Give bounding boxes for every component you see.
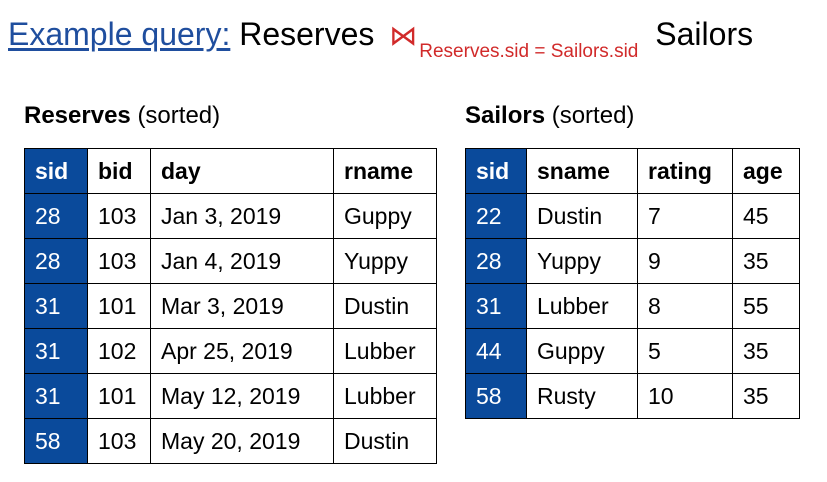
cell-rname: Lubber: [333, 373, 437, 419]
example-query-link[interactable]: Example query:: [8, 16, 231, 52]
cell-sname: Rusty: [526, 373, 638, 419]
cell-rname: Lubber: [333, 328, 437, 374]
column-header-sid: sid: [24, 148, 88, 194]
column-header-age: age: [732, 148, 800, 194]
join-icon: ⋈: [389, 20, 418, 51]
table-row: 22 Dustin 7 45: [465, 193, 800, 239]
column-header-sname: sname: [526, 148, 638, 194]
table-row: 31 101 Mar 3, 2019 Dustin: [24, 283, 437, 329]
cell-bid: 103: [87, 193, 151, 239]
cell-age: 55: [732, 283, 800, 329]
cell-sname: Yuppy: [526, 238, 638, 284]
cell-sid: 31: [24, 328, 88, 374]
table-row: 28 Yuppy 9 35: [465, 238, 800, 284]
cell-age: 35: [732, 238, 800, 284]
column-header-sid: sid: [465, 148, 527, 194]
cell-sid: 28: [465, 238, 527, 284]
reserves-caption: Reserves (sorted): [24, 100, 220, 132]
cell-rname: Dustin: [333, 283, 437, 329]
table-row: 44 Guppy 5 35: [465, 328, 800, 374]
cell-day: Jan 3, 2019: [150, 193, 334, 239]
table-row: 58 103 May 20, 2019 Dustin: [24, 418, 437, 464]
cell-sname: Guppy: [526, 328, 638, 374]
cell-day: May 12, 2019: [150, 373, 334, 419]
cell-rating: 10: [637, 373, 733, 419]
cell-bid: 103: [87, 238, 151, 284]
table-row: 28 103 Jan 3, 2019 Guppy: [24, 193, 437, 239]
table-row: 58 Rusty 10 35: [465, 373, 800, 419]
column-header-bid: bid: [87, 148, 151, 194]
reserves-caption-suffix: (sorted): [137, 102, 221, 129]
cell-day: Mar 3, 2019: [150, 283, 334, 329]
cell-rating: 8: [637, 283, 733, 329]
cell-bid: 101: [87, 283, 151, 329]
reserves-caption-name: Reserves: [24, 102, 131, 129]
column-header-rating: rating: [637, 148, 733, 194]
cell-sid: 31: [465, 283, 527, 329]
cell-rname: Guppy: [333, 193, 437, 239]
join-condition: Reserves.sid = Sailors.sid: [419, 41, 639, 62]
cell-sid: 31: [24, 283, 88, 329]
cell-sid: 28: [24, 238, 88, 284]
cell-age: 35: [732, 373, 800, 419]
cell-bid: 102: [87, 328, 151, 374]
cell-age: 35: [732, 328, 800, 374]
sailors-caption-suffix: (sorted): [551, 102, 635, 129]
cell-rating: 9: [637, 238, 733, 284]
cell-sid: 58: [465, 373, 527, 419]
cell-bid: 103: [87, 418, 151, 464]
right-relation-name: Sailors: [655, 16, 754, 52]
cell-day: Apr 25, 2019: [150, 328, 334, 374]
table-row: 31 102 Apr 25, 2019 Lubber: [24, 328, 437, 374]
sailors-table: sid sname rating age 22 Dustin 7 45 28 Y…: [465, 148, 800, 419]
cell-sid: 28: [24, 193, 88, 239]
column-header-day: day: [150, 148, 334, 194]
query-header: Example query: Reserves ⋈Reserves.sid = …: [8, 10, 753, 64]
cell-sid: 44: [465, 328, 527, 374]
table-row: 31 Lubber 8 55: [465, 283, 800, 329]
table-row: 28 103 Jan 4, 2019 Yuppy: [24, 238, 437, 284]
cell-rname: Yuppy: [333, 238, 437, 284]
sailors-caption: Sailors (sorted): [465, 100, 634, 132]
left-relation-name: Reserves: [239, 16, 375, 52]
table-row: 31 101 May 12, 2019 Lubber: [24, 373, 437, 419]
cell-bid: 101: [87, 373, 151, 419]
table-header-row: sid sname rating age: [465, 148, 800, 194]
column-header-rname: rname: [333, 148, 437, 194]
cell-day: Jan 4, 2019: [150, 238, 334, 284]
cell-day: May 20, 2019: [150, 418, 334, 464]
cell-sname: Lubber: [526, 283, 638, 329]
cell-sid: 31: [24, 373, 88, 419]
cell-age: 45: [732, 193, 800, 239]
sailors-caption-name: Sailors: [465, 102, 546, 129]
cell-rating: 7: [637, 193, 733, 239]
cell-rname: Dustin: [333, 418, 437, 464]
cell-rating: 5: [637, 328, 733, 374]
table-header-row: sid bid day rname: [24, 148, 437, 194]
cell-sname: Dustin: [526, 193, 638, 239]
reserves-table: sid bid day rname 28 103 Jan 3, 2019 Gup…: [24, 148, 437, 464]
cell-sid: 22: [465, 193, 527, 239]
cell-sid: 58: [24, 418, 88, 464]
